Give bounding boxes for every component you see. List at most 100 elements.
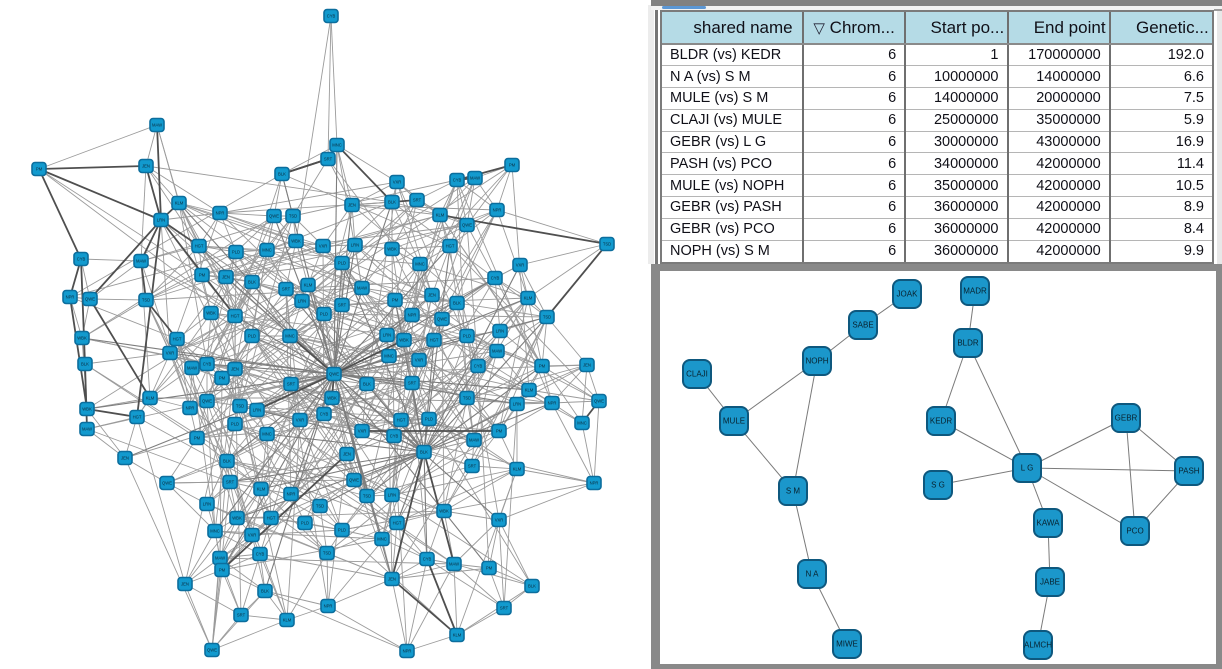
svg-text:JEN: JEN [121, 456, 129, 461]
svg-text:QWE: QWE [269, 214, 279, 219]
svg-text:PASH: PASH [1178, 467, 1199, 476]
svg-text:CYB: CYB [203, 362, 212, 367]
svg-text:BLK: BLK [528, 584, 536, 589]
svg-text:VXR: VXR [393, 180, 402, 185]
svg-text:QWE: QWE [85, 297, 95, 302]
svg-text:PLD: PLD [463, 334, 471, 339]
svg-text:WBK: WBK [399, 338, 409, 343]
svg-text:HGT: HGT [430, 338, 439, 343]
svg-text:WBK: WBK [206, 311, 216, 316]
svg-text:S G: S G [931, 481, 945, 490]
svg-text:KAWA: KAWA [1037, 519, 1061, 528]
svg-text:NPR: NPR [66, 295, 75, 300]
svg-text:NPR: NPR [408, 313, 417, 318]
svg-text:QWE: QWE [329, 372, 339, 377]
svg-text:MAW: MAW [187, 366, 197, 371]
svg-text:VXR: VXR [248, 533, 257, 538]
svg-text:PLD: PLD [231, 422, 239, 427]
svg-text:WBK: WBK [387, 247, 397, 252]
svg-text:KLM: KLM [436, 213, 445, 218]
svg-text:MADR: MADR [963, 287, 987, 296]
svg-text:BLK: BLK [261, 589, 269, 594]
svg-text:PCO: PCO [1126, 527, 1143, 536]
svg-text:N A: N A [806, 570, 820, 579]
svg-text:WBK: WBK [439, 509, 449, 514]
svg-text:CYB: CYB [491, 276, 500, 281]
svg-text:KLM: KLM [175, 201, 184, 206]
svg-text:PM: PM [219, 376, 226, 381]
svg-text:BLK: BLK [388, 200, 396, 205]
svg-text:MNC: MNC [210, 529, 220, 534]
svg-text:SRT: SRT [324, 157, 333, 162]
svg-text:KLM: KLM [525, 388, 534, 393]
svg-text:VXR: VXR [319, 244, 328, 249]
svg-text:SRT: SRT [226, 480, 235, 485]
svg-text:SRT: SRT [500, 606, 509, 611]
svg-text:BLK: BLK [248, 280, 256, 285]
svg-text:PLD: PLD [232, 250, 240, 255]
svg-text:JEN: JEN [142, 164, 150, 169]
svg-text:PM: PM [539, 364, 546, 369]
svg-text:JEN: JEN [343, 452, 351, 457]
svg-text:BLK: BLK [363, 382, 371, 387]
svg-text:HGT: HGT [231, 314, 240, 319]
svg-text:CYB: CYB [423, 557, 432, 562]
svg-text:MAW: MAW [469, 438, 479, 443]
svg-text:PLD: PLD [425, 417, 433, 422]
svg-text:BLK: BLK [223, 459, 231, 464]
svg-text:NPR: NPR [590, 481, 599, 486]
svg-text:VXR: VXR [296, 418, 305, 423]
svg-text:JEN: JEN [231, 367, 239, 372]
svg-text:JEN: JEN [388, 577, 396, 582]
svg-text:SRT: SRT [282, 287, 291, 292]
svg-text:PLD: PLD [338, 261, 346, 266]
svg-text:SRT: SRT [237, 613, 246, 618]
svg-text:TSD: TSD [603, 242, 611, 247]
svg-text:QWE: QWE [207, 648, 217, 653]
svg-text:KLM: KLM [453, 633, 462, 638]
svg-text:TSD: TSD [316, 504, 324, 509]
svg-text:VXR: VXR [415, 358, 424, 363]
svg-text:PM: PM [496, 429, 503, 434]
svg-text:HGT: HGT [267, 516, 276, 521]
svg-text:QWE: QWE [202, 399, 212, 404]
svg-text:MAW: MAW [357, 286, 367, 291]
svg-text:CYB: CYB [77, 257, 86, 262]
svg-text:KLM: KLM [524, 296, 533, 301]
svg-text:MNC: MNC [285, 334, 295, 339]
svg-text:NPR: NPR [403, 649, 412, 654]
svg-text:KLM: KLM [257, 487, 266, 492]
svg-text:TSD: TSD [543, 315, 551, 320]
svg-text:CYB: CYB [256, 552, 265, 557]
svg-text:MIWE: MIWE [836, 640, 858, 649]
svg-text:WBK: WBK [82, 407, 92, 412]
svg-text:VXR: VXR [495, 518, 504, 523]
svg-text:KEDR: KEDR [930, 417, 952, 426]
svg-text:PLD: PLD [248, 334, 256, 339]
svg-text:JOAK: JOAK [897, 290, 919, 299]
svg-text:S M: S M [786, 487, 801, 496]
svg-text:BLK: BLK [453, 301, 461, 306]
svg-text:HGT: HGT [133, 415, 142, 420]
svg-text:PM: PM [194, 436, 201, 441]
svg-text:HGT: HGT [446, 244, 455, 249]
svg-text:JEN: JEN [348, 203, 356, 208]
svg-text:TSD: TSD [363, 494, 371, 499]
svg-text:WBK: WBK [327, 396, 337, 401]
svg-text:SABE: SABE [852, 321, 873, 330]
svg-text:WBK: WBK [291, 239, 301, 244]
svg-text:SRT: SRT [408, 381, 417, 386]
svg-text:TSD: TSD [463, 396, 471, 401]
svg-text:PLD: PLD [320, 312, 328, 317]
svg-text:MAW: MAW [470, 176, 480, 181]
svg-text:MNC: MNC [577, 421, 587, 426]
svg-text:WBK: WBK [232, 516, 242, 521]
svg-text:VXR: VXR [358, 429, 367, 434]
svg-text:MNC: MNC [332, 143, 342, 148]
svg-text:ALMCH: ALMCH [1024, 641, 1052, 650]
svg-text:MAW: MAW [82, 427, 92, 432]
svg-text:NPR: NPR [287, 492, 296, 497]
svg-text:MNC: MNC [384, 354, 394, 359]
svg-text:LRN: LRN [203, 502, 211, 507]
svg-text:VXR: VXR [516, 263, 525, 268]
